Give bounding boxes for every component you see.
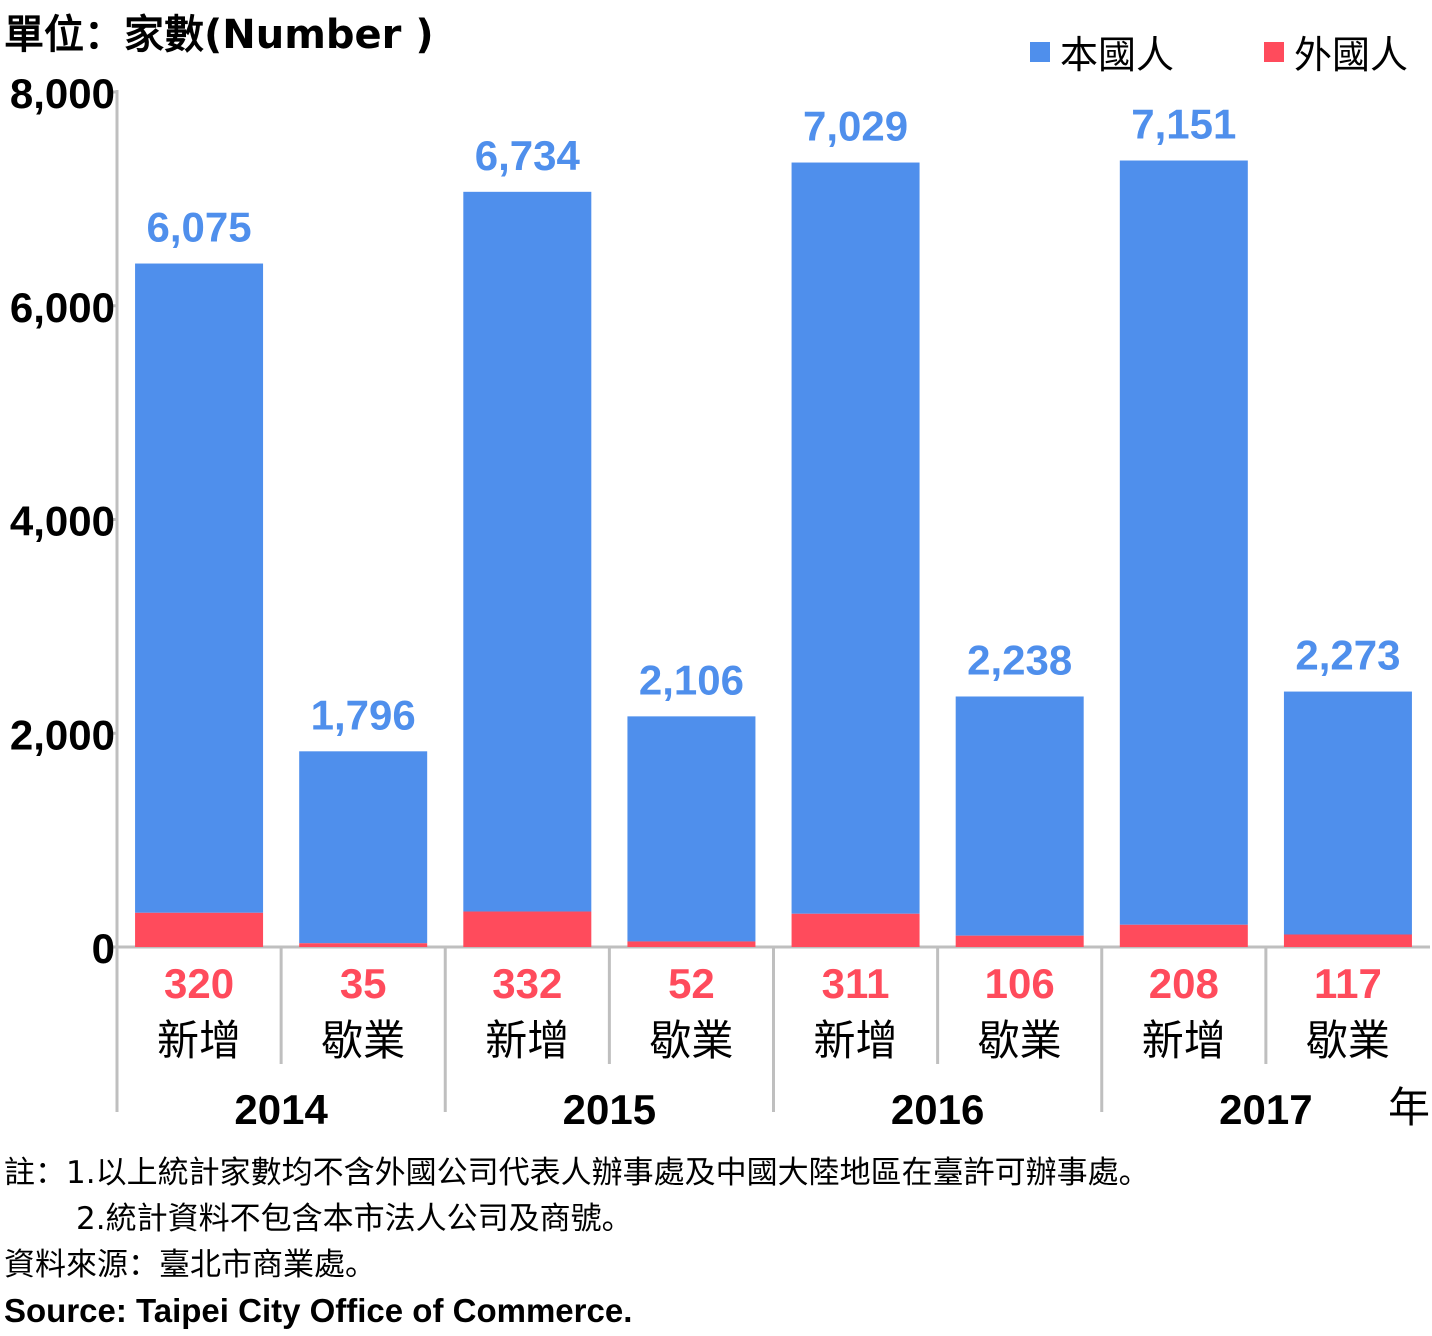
- value-label-foreign: 320: [164, 960, 234, 1007]
- legend-item-foreign: 外國人: [1264, 24, 1408, 79]
- value-label-foreign: 117: [1314, 960, 1382, 1007]
- value-label-domestic: 2,273: [1295, 632, 1400, 679]
- value-label-foreign: 106: [985, 960, 1055, 1007]
- bar-domestic: [299, 751, 428, 944]
- value-label-domestic: 2,106: [639, 656, 744, 703]
- value-label-foreign: 332: [492, 960, 562, 1007]
- category-label: 新增: [1142, 1016, 1226, 1065]
- legend-label-domestic: 本國人: [1060, 33, 1175, 77]
- value-label-foreign: 35: [340, 960, 387, 1007]
- value-label-domestic: 6,734: [475, 132, 581, 179]
- year-label: 2015: [563, 1086, 656, 1133]
- source-zh: 資料來源：臺北市商業處。: [4, 1247, 376, 1283]
- value-label-domestic: 1,796: [311, 691, 416, 738]
- y-tick-label: 8,000: [10, 70, 115, 117]
- category-label: 新增: [485, 1016, 569, 1065]
- y-tick-label: 4,000: [10, 498, 115, 545]
- note-line-2: 2.統計資料不包含本市法人公司及商號。: [76, 1201, 633, 1237]
- bar-domestic: [1119, 160, 1248, 925]
- value-label-domestic: 6,075: [147, 204, 252, 251]
- y-tick-label: 2,000: [10, 711, 115, 758]
- category-label: 新增: [157, 1016, 241, 1065]
- category-label: 歇業: [1306, 1016, 1390, 1065]
- year-suffix-label: 年: [1388, 1083, 1430, 1132]
- bar-domestic: [463, 191, 592, 912]
- y-tick-label: 6,000: [10, 284, 115, 331]
- bar-foreign: [627, 941, 756, 947]
- value-label-domestic: 2,238: [967, 636, 1072, 683]
- bar-foreign: [299, 943, 428, 947]
- source-en: Source: Taipei City Office of Commerce.: [4, 1292, 633, 1329]
- value-label-domestic: 7,151: [1131, 101, 1236, 148]
- bar-domestic: [135, 263, 264, 913]
- category-label: 歇業: [321, 1016, 405, 1065]
- category-label: 新增: [814, 1016, 898, 1065]
- year-label: 2014: [234, 1086, 328, 1133]
- note-line-1: 註：1.以上統計家數均不含外國公司代表人辦事處及中國大陸地區在臺許可辦事處。: [4, 1155, 1150, 1191]
- bar-foreign: [1283, 934, 1412, 947]
- legend-swatch-foreign: [1264, 41, 1284, 62]
- bar-foreign: [135, 912, 264, 947]
- unit-label: 單位：家數(Number ): [4, 12, 434, 58]
- bar-foreign: [1119, 924, 1248, 947]
- bar-domestic: [1283, 691, 1412, 935]
- value-label-domestic: 7,029: [803, 103, 908, 150]
- legend-item-domestic: 本國人: [1030, 24, 1174, 79]
- value-label-foreign: 52: [668, 960, 715, 1007]
- bar-domestic: [791, 162, 920, 914]
- value-label-foreign: 311: [822, 960, 890, 1007]
- bar-domestic: [627, 716, 756, 942]
- bar-foreign: [463, 911, 592, 947]
- bar-foreign: [791, 913, 920, 947]
- stacked-bar-chart: 0 2,000 4,000 6,000 8,000 6,075 320 新增 1,796 35 歇業…: [10, 70, 1430, 1133]
- y-tick-label: 0: [92, 925, 115, 972]
- bar-domestic: [955, 696, 1084, 936]
- legend-swatch-domestic: [1030, 41, 1050, 62]
- category-label: 歇業: [649, 1016, 733, 1065]
- bar-foreign: [955, 935, 1084, 947]
- category-label: 歇業: [978, 1016, 1062, 1065]
- chart-notes: 註：1.以上統計家數均不含外國公司代表人辦事處及中國大陸地區在臺許可辦事處。 2…: [4, 1150, 1150, 1334]
- value-label-foreign: 208: [1149, 960, 1219, 1007]
- year-label: 2017: [1219, 1086, 1312, 1133]
- year-label: 2016: [891, 1086, 984, 1133]
- legend-label-foreign: 外國人: [1294, 33, 1409, 77]
